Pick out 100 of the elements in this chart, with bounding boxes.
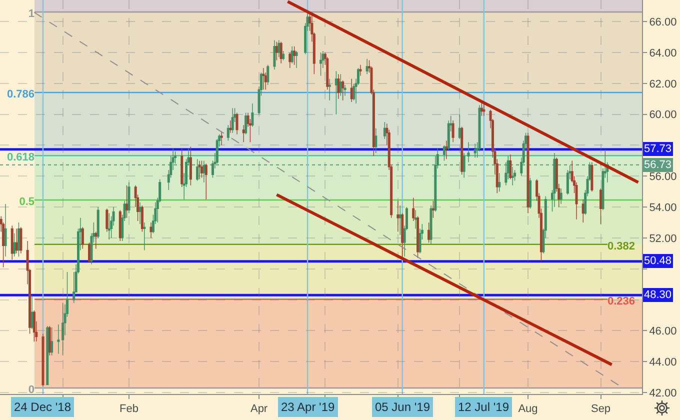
candlestick	[553, 152, 556, 208]
ref-line-label: 0	[28, 384, 35, 396]
ref-line-label: 0.618	[6, 152, 35, 164]
candlestick	[32, 310, 36, 342]
candlestick	[96, 206, 100, 238]
candlestick	[280, 41, 282, 64]
candlestick	[374, 128, 378, 154]
candlestick	[326, 56, 329, 90]
ref-line-label: 57.73	[644, 143, 672, 155]
candlestick	[414, 210, 417, 230]
y-tick-label: 56.00	[649, 170, 677, 183]
candlestick	[278, 40, 280, 58]
candlestick	[366, 58, 368, 75]
ref-line-label: 0.5	[19, 196, 35, 208]
ref-line-label: 50.48	[644, 255, 672, 267]
candlestick	[180, 148, 184, 188]
candlestick	[50, 327, 54, 356]
candlestick	[204, 163, 208, 200]
y-tick-label: 66.00	[649, 16, 677, 28]
candlestick	[42, 333, 44, 387]
candlestick	[282, 50, 285, 61]
y-tick-label: 54.00	[649, 202, 677, 214]
candlestick	[138, 202, 142, 224]
candlestick	[226, 124, 230, 141]
candlestick	[196, 158, 199, 182]
candlestick	[447, 120, 450, 150]
candlestick	[198, 160, 201, 180]
ref-line-label: 05 Jun '19	[375, 400, 430, 414]
ref-line-label: 1	[28, 8, 35, 20]
candlestick	[514, 170, 516, 182]
candlestick	[288, 52, 292, 68]
candlestick	[342, 80, 344, 101]
candlestick	[320, 52, 322, 76]
x-tick-label: Aug	[518, 403, 538, 416]
candlestick	[498, 172, 501, 192]
candlestick	[352, 83, 356, 101]
candlestick	[293, 46, 296, 66]
candlestick	[560, 188, 562, 204]
candlestick	[30, 294, 34, 330]
ref-line-label: 12 Jul '19	[458, 400, 510, 414]
ref-line-label: 48.30	[644, 289, 672, 301]
candlestick	[418, 228, 422, 254]
y-tick-label: 44.00	[649, 356, 677, 368]
y-tick-label: 52.00	[649, 232, 677, 245]
candlestick	[266, 64, 270, 86]
candlestick	[46, 326, 49, 386]
candlestick	[511, 166, 514, 186]
y-tick-label: 64.00	[649, 47, 677, 60]
y-tick-label: 42.00	[649, 387, 677, 400]
candlestick	[275, 41, 278, 61]
candlestick	[428, 222, 430, 243]
candlestick	[150, 222, 152, 238]
candlestick	[412, 197, 415, 222]
ref-line-label: 0.786	[6, 88, 35, 100]
candlestick	[48, 326, 51, 356]
candlestick	[242, 124, 245, 142]
candlestick	[328, 78, 331, 101]
candlestick	[474, 143, 476, 158]
candlestick	[143, 222, 146, 251]
candlestick	[442, 144, 446, 162]
candlestick	[339, 74, 342, 96]
candlestick	[344, 84, 346, 96]
ref-line-label: 23 Apr '19	[281, 400, 335, 414]
y-tick-label: 60.00	[649, 109, 677, 122]
candlestick	[17, 222, 20, 257]
candlestick	[244, 112, 248, 135]
candlestick	[528, 177, 532, 209]
candlestick	[4, 204, 7, 257]
candlestick	[62, 302, 64, 356]
candlestick	[458, 114, 461, 140]
ref-line-label: 56.73	[644, 159, 672, 171]
candlestick	[452, 120, 454, 142]
candlestick	[220, 130, 223, 146]
candlestick	[108, 212, 110, 240]
candlestick	[202, 160, 206, 183]
y-tick-label: 62.00	[649, 78, 677, 90]
candlestick	[106, 208, 108, 232]
candlestick	[251, 103, 254, 128]
candlestick	[383, 122, 386, 140]
candlestick	[432, 200, 434, 218]
candlestick	[398, 205, 402, 236]
candlestick	[396, 200, 400, 232]
candlestick	[262, 68, 265, 90]
candlestick	[231, 108, 234, 134]
ref-line-label: 0.236	[607, 295, 636, 308]
candlestick	[590, 162, 594, 192]
candlestick	[189, 146, 192, 186]
candlestick	[15, 228, 18, 254]
x-tick-label: Sep	[590, 403, 611, 416]
candlestick	[81, 226, 84, 250]
ref-line-label: 0.382	[607, 240, 636, 252]
candlestick	[334, 70, 338, 115]
candlestick	[445, 140, 448, 160]
candlestick	[526, 132, 530, 214]
candlestick	[273, 40, 276, 70]
candlestick	[216, 138, 218, 164]
candlestick	[359, 64, 362, 76]
candlestick	[295, 50, 298, 68]
candlestick	[482, 103, 486, 116]
candlestick	[13, 232, 16, 257]
